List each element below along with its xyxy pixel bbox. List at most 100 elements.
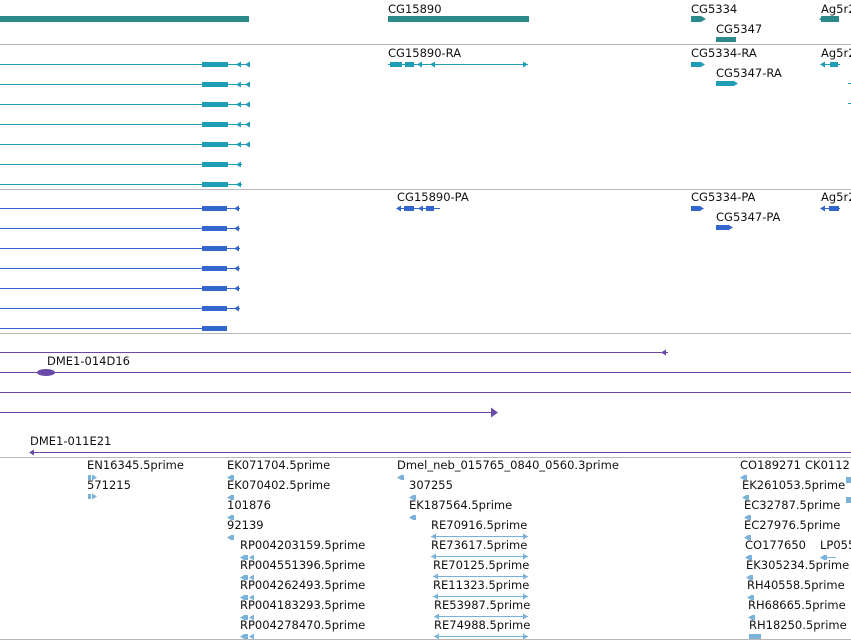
est-glyph — [231, 515, 234, 520]
est-arrow — [434, 633, 439, 640]
strand-arrow-left — [234, 305, 239, 312]
gene-label-cg5347[interactable]: CG5347 — [716, 22, 763, 36]
strand-arrow-right — [728, 224, 733, 231]
strand-arrow-left — [245, 81, 250, 88]
est-label[interactable]: RE74988.5prime — [434, 618, 531, 632]
protein-label-cg5334-pa[interactable]: CG5334-PA — [691, 190, 756, 204]
est-label[interactable]: RH40558.5prime — [747, 578, 845, 592]
bac-label-dme1-014d16[interactable]: DME1-014D16 — [47, 354, 130, 368]
est-label[interactable]: CO177650 — [745, 538, 806, 552]
est-label[interactable]: RE73617.5prime — [431, 538, 528, 552]
est-label[interactable]: RP004183293.5prime — [240, 598, 366, 612]
exon-block — [691, 206, 700, 211]
strand-arrow-left — [29, 449, 34, 456]
est-label[interactable]: RP004262493.5prime — [240, 578, 366, 592]
est-arrow — [523, 633, 528, 640]
est-arrow — [227, 514, 232, 521]
est-arrow — [92, 474, 97, 481]
est-label[interactable]: 92139 — [227, 518, 264, 532]
strand-arrow-left — [234, 285, 239, 292]
est-label[interactable]: RP004551396.5prime — [240, 558, 366, 572]
est-arrow — [433, 593, 438, 600]
exon-block — [202, 246, 227, 251]
protein-label-cg5347-pa[interactable]: CG5347-PA — [716, 210, 781, 224]
strand-arrow-left — [661, 349, 666, 356]
strand-arrow-left — [234, 245, 239, 252]
est-arrow — [249, 633, 254, 640]
est-arrow — [249, 554, 254, 561]
est-arrow — [745, 554, 750, 561]
est-label[interactable]: CK0112 — [805, 458, 850, 472]
est-label[interactable]: EK071704.5prime — [227, 458, 331, 472]
est-arrow — [523, 613, 528, 620]
strand-arrow-left — [236, 181, 241, 188]
bac-label-dme1-011e21[interactable]: DME1-011E21 — [30, 434, 112, 448]
est-arrow — [744, 534, 749, 541]
est-label[interactable]: 571215 — [87, 478, 131, 492]
strand-arrow-left — [418, 205, 423, 212]
strand-arrow-left — [234, 225, 239, 232]
exon-block — [426, 206, 434, 211]
exon-block — [405, 62, 414, 67]
est-label[interactable]: RE70125.5prime — [433, 558, 530, 572]
strand-arrow-right — [700, 61, 705, 68]
est-arrow — [249, 614, 254, 621]
est-label[interactable]: RH68665.5prime — [748, 598, 846, 612]
est-label[interactable]: LP055 — [820, 538, 851, 552]
est-label[interactable]: Dmel_neb_015765_0840_0560.3prime — [397, 458, 619, 472]
est-label[interactable]: EK261053.5prime — [742, 478, 846, 492]
strand-arrow-left — [236, 81, 241, 88]
est-glyph — [231, 495, 234, 500]
exon-block — [202, 286, 227, 291]
est-label[interactable]: EC27976.5prime — [744, 518, 841, 532]
gene-label-cg5334[interactable]: CG5334 — [691, 2, 738, 16]
est-glyph — [401, 475, 404, 480]
strand-arrow-left — [236, 61, 241, 68]
est-glyph — [746, 495, 749, 500]
strand-arrow-left — [234, 205, 239, 212]
est-arrow — [523, 593, 528, 600]
est-label[interactable]: 101876 — [227, 498, 271, 512]
est-arrow — [523, 533, 528, 540]
est-label[interactable]: EK187564.5prime — [409, 498, 513, 512]
strand-arrow-left — [245, 61, 250, 68]
est-label[interactable]: RE53987.5prime — [434, 598, 531, 612]
est-glyph — [245, 595, 248, 600]
est-glyph — [88, 494, 91, 499]
exon-block — [202, 182, 228, 187]
est-label[interactable]: RE70916.5prime — [431, 518, 528, 532]
exon-block — [716, 81, 734, 86]
est-label[interactable]: 307255 — [409, 478, 453, 492]
est-label[interactable]: CO189271 — [740, 458, 801, 472]
transcript-label-cg5347-ra[interactable]: CG5347-RA — [716, 66, 782, 80]
exon-block — [202, 162, 228, 167]
transcript-label-ag5r2[interactable]: Ag5r2 — [821, 46, 851, 60]
est-label[interactable]: RP004278470.5prime — [240, 618, 366, 632]
est-arrow — [240, 554, 245, 561]
protein-label-ag5r2[interactable]: Ag5r2 — [821, 190, 851, 204]
est-label[interactable]: RE11323.5prime — [433, 578, 530, 592]
gene-label-cg15890[interactable]: CG15890 — [388, 2, 442, 16]
gene-bar — [0, 16, 249, 22]
est-arrow — [748, 614, 753, 621]
strand-arrow-right — [523, 61, 528, 68]
est-label[interactable]: EK070402.5prime — [227, 478, 331, 492]
est-label[interactable]: RH18250.5prime — [749, 618, 847, 632]
transcript-label-cg5334-ra[interactable]: CG5334-RA — [691, 46, 757, 60]
gene-bar — [716, 37, 736, 42]
est-label[interactable]: RP004203159.5prime — [240, 538, 366, 552]
est-label[interactable]: EN16345.5prime — [87, 458, 184, 472]
exon-block — [202, 142, 228, 147]
est-label[interactable]: EC32787.5prime — [744, 498, 841, 512]
est-label[interactable]: EK305234.5prime — [746, 558, 850, 572]
exon-block — [202, 326, 227, 331]
exon-block — [202, 226, 227, 231]
transcript-label-cg15890-ra[interactable]: CG15890-RA — [388, 46, 462, 60]
gene-arrow — [819, 16, 824, 22]
gene-label-ag5r2[interactable]: Ag5r2 — [821, 2, 851, 16]
strand-arrow-left — [236, 121, 241, 128]
est-arrow — [249, 574, 254, 581]
protein-label-cg15890-pa[interactable]: CG15890-PA — [397, 190, 469, 204]
est-glyph — [245, 555, 248, 560]
gene-bar — [691, 16, 701, 22]
